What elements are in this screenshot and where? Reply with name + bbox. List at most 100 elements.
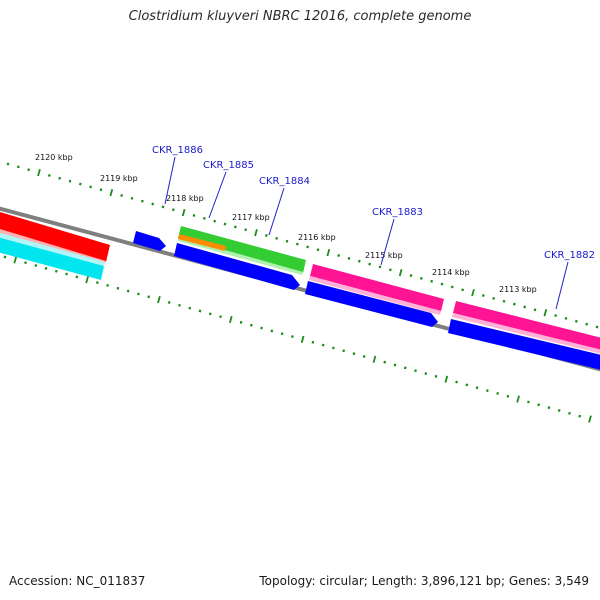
outer-tick xyxy=(481,294,485,297)
inner-tick xyxy=(24,261,27,265)
inner-tick xyxy=(372,355,377,363)
gene-feature-blue-small[interactable] xyxy=(133,231,166,251)
inner-tick xyxy=(352,352,356,356)
gene-feature-cyan-shadow xyxy=(0,232,105,266)
inner-tick xyxy=(116,286,120,290)
gene-feature-magenta-2-shadow xyxy=(452,313,600,354)
outer-tick xyxy=(564,316,568,320)
outer-tick xyxy=(264,234,268,237)
gene-leader-line xyxy=(380,218,395,266)
inner-tick xyxy=(85,276,89,284)
gene-feature-orange[interactable] xyxy=(178,234,226,251)
inner-tick xyxy=(54,269,58,273)
inner-tick xyxy=(280,332,284,336)
kbp-label: 2118 kbp xyxy=(166,194,204,203)
outer-tick xyxy=(347,256,351,260)
outer-tick xyxy=(27,168,31,172)
inner-tick xyxy=(527,400,530,404)
outer-tick xyxy=(461,288,465,292)
inner-tick xyxy=(75,275,79,279)
gene-label[interactable]: CKR_1886 xyxy=(152,145,203,156)
inner-tick xyxy=(228,315,233,324)
inner-tick xyxy=(342,349,346,353)
inner-tick xyxy=(311,340,315,344)
inner-tick xyxy=(106,283,110,287)
inner-tick xyxy=(157,296,161,304)
gene-feature-green[interactable] xyxy=(178,226,306,273)
inner-tick xyxy=(444,375,449,383)
outer-tick xyxy=(202,216,206,220)
outer-tick xyxy=(68,179,72,183)
outer-tick xyxy=(275,236,279,240)
inner-tick xyxy=(393,363,397,367)
inner-tick xyxy=(198,309,202,313)
gene-label[interactable]: CKR_1883 xyxy=(372,207,423,218)
gene-leader-line xyxy=(208,171,227,219)
outer-tick xyxy=(306,245,310,249)
gene-label[interactable]: CKR_1884 xyxy=(259,176,310,187)
outer-tick xyxy=(285,239,289,243)
inner-tick xyxy=(455,380,458,384)
kbp-label: 2119 kbp xyxy=(100,174,138,183)
outer-tick xyxy=(316,248,320,252)
inner-tick xyxy=(485,389,489,393)
kbp-label-group: 2120 kbp 2119 kbp 2118 kbp 2117 kbp 2116 kbp… xyxy=(35,153,537,294)
inner-tick xyxy=(300,335,305,344)
gene-feature-blue-1[interactable] xyxy=(174,243,300,290)
gene-leader-line xyxy=(164,156,176,205)
kbp-label: 2120 kbp xyxy=(35,153,73,162)
outer-tick xyxy=(6,162,10,166)
outer-tick xyxy=(37,168,41,177)
gene-feature-blue-3[interactable] xyxy=(448,319,600,372)
map-title: Clostridium kluyveri NBRC 12016, complet… xyxy=(128,9,472,24)
inner-tick xyxy=(167,301,171,304)
gene-feature-red[interactable] xyxy=(0,209,110,262)
gene-label[interactable]: CKR_1882 xyxy=(544,250,595,261)
outer-tick xyxy=(109,188,114,197)
outer-tick xyxy=(151,202,155,206)
inner-tick xyxy=(496,391,500,395)
inner-tick xyxy=(3,255,7,259)
inner-tick xyxy=(147,295,151,299)
inner-tick xyxy=(537,403,541,407)
outer-tick xyxy=(543,309,548,317)
gene-feature-blue-2[interactable] xyxy=(305,281,438,327)
outer-tick xyxy=(368,262,372,266)
inner-tick xyxy=(568,411,571,415)
gene-leader-line xyxy=(268,187,285,236)
outer-tick xyxy=(554,314,558,318)
outer-tick xyxy=(502,299,506,303)
inner-tick xyxy=(362,355,366,358)
outer-tick xyxy=(419,276,423,280)
gene-feature-cyan[interactable] xyxy=(0,234,104,280)
inner-tick xyxy=(434,374,438,378)
topology-text: Topology: circular; Length: 3,896,121 bp… xyxy=(259,574,589,588)
outer-tick xyxy=(512,302,516,306)
inner-tick xyxy=(547,406,551,410)
inner-tick xyxy=(219,315,222,319)
outer-tick xyxy=(244,228,248,232)
outer-tick xyxy=(78,182,82,186)
inner-tick xyxy=(239,320,243,324)
outer-tick xyxy=(161,205,165,209)
outer-tick xyxy=(595,325,599,329)
kbp-label: 2114 kbp xyxy=(432,268,470,277)
outer-tick xyxy=(378,265,382,269)
outer-tick xyxy=(213,219,217,223)
gene-feature-magenta-2[interactable] xyxy=(453,301,600,352)
outer-tick xyxy=(254,229,258,237)
gene-feature-magenta-1[interactable] xyxy=(310,264,444,311)
inner-tick-ring xyxy=(3,255,592,423)
kbp-label: 2116 kbp xyxy=(298,233,336,242)
outer-tick xyxy=(450,285,454,289)
outer-tick xyxy=(16,165,20,169)
gene-label[interactable]: CKR_1885 xyxy=(203,160,254,171)
kbp-label: 2117 kbp xyxy=(232,213,270,222)
outer-tick xyxy=(430,279,434,283)
outer-tick xyxy=(409,274,413,277)
inner-tick xyxy=(178,303,181,307)
kbp-label: 2113 kbp xyxy=(499,285,537,294)
inner-tick xyxy=(332,346,335,350)
